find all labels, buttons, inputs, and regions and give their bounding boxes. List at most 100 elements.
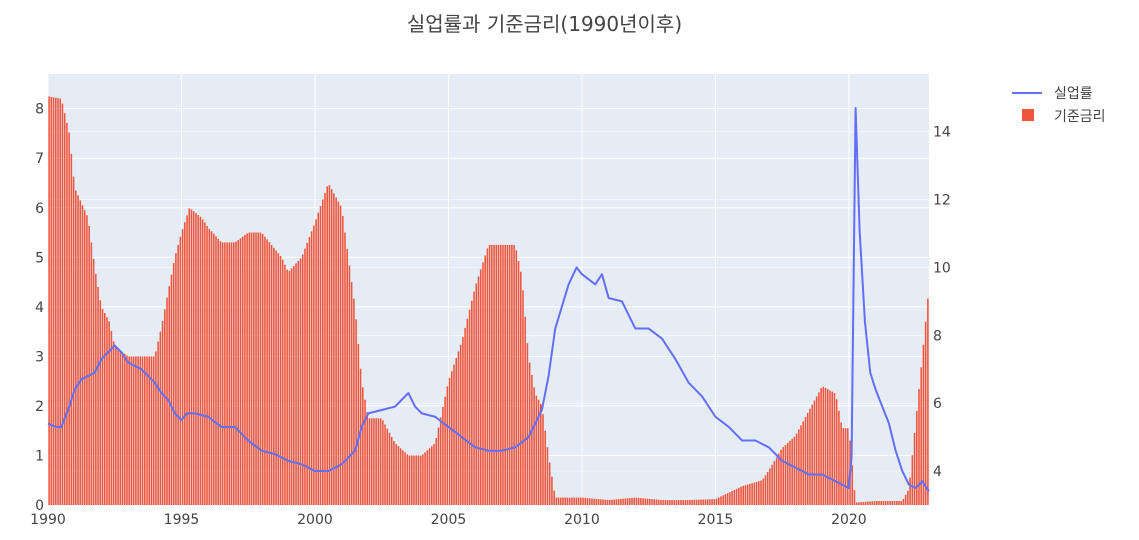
plot-background <box>48 74 929 505</box>
bar-base-rate <box>893 501 896 505</box>
bar-base-rate <box>766 471 769 505</box>
bar-base-rate <box>319 206 322 506</box>
bar-base-rate <box>253 232 255 505</box>
bar-base-rate <box>264 236 266 505</box>
bar-base-rate <box>742 485 745 505</box>
bar-base-rate <box>762 478 765 505</box>
bar-base-rate <box>393 441 395 505</box>
x-tick-label: 2010 <box>564 512 600 528</box>
bar-base-rate <box>330 189 333 505</box>
bar-base-rate <box>829 390 831 505</box>
bar-base-rate <box>61 103 64 505</box>
bar-base-rate <box>359 368 362 505</box>
bar-base-rate <box>390 436 393 505</box>
bar-base-rate <box>548 462 551 505</box>
bar-base-rate <box>408 455 411 505</box>
bar-base-rate <box>237 239 239 505</box>
bar-base-rate <box>653 499 656 505</box>
bar-base-rate <box>831 391 833 505</box>
bar-base-rate <box>526 343 529 505</box>
bar-base-rate <box>364 399 366 505</box>
bar-base-rate <box>729 492 731 505</box>
bar-base-rate <box>753 482 756 505</box>
bar-base-rate <box>344 232 346 505</box>
bar-base-rate <box>800 425 802 505</box>
bar-base-rate <box>159 331 162 505</box>
legend[interactable]: 실업률 기준금리 <box>1012 86 1106 125</box>
bar-base-rate <box>181 229 184 505</box>
bar-base-rate <box>306 242 308 505</box>
bar-base-rate <box>137 356 139 505</box>
bar-base-rate <box>775 457 778 505</box>
bar-base-rate <box>731 491 733 505</box>
bar-base-rate <box>395 444 397 505</box>
bar-base-rate <box>241 236 244 505</box>
bar-base-rate <box>215 236 217 506</box>
bar-base-rate <box>59 98 62 505</box>
bar-base-rate <box>468 309 471 505</box>
bar-base-rate <box>55 97 57 506</box>
bar-base-rate <box>655 499 658 505</box>
bar-base-rate <box>822 386 825 505</box>
bar-base-rate <box>379 418 382 505</box>
bar-base-rate <box>186 215 188 505</box>
bar-base-rate <box>588 498 591 505</box>
bar-base-rate <box>562 497 564 505</box>
bar-base-rate <box>195 213 197 505</box>
bar-base-rate <box>606 499 609 505</box>
bar-base-rate <box>313 225 315 505</box>
bar-base-rate <box>168 286 171 505</box>
bar-base-rate <box>188 208 191 505</box>
y-left-tick-label: 6 <box>35 201 44 217</box>
bar-base-rate <box>702 499 704 505</box>
bar-base-rate <box>475 283 478 505</box>
bar-base-rate <box>773 461 776 505</box>
bar-base-rate <box>99 300 102 505</box>
bar-base-rate <box>542 414 544 505</box>
bar-base-rate <box>310 231 313 506</box>
bar-base-rate <box>691 499 693 505</box>
bar-base-rate <box>132 356 135 505</box>
bar-base-rate <box>497 244 500 505</box>
bar-base-rate <box>922 344 925 505</box>
bar-base-rate <box>617 499 620 505</box>
bar-base-rate <box>150 356 153 505</box>
bar-base-rate <box>170 274 173 505</box>
bar-base-rate <box>315 219 317 505</box>
bar-base-rate <box>555 497 558 505</box>
bar-base-rate <box>920 367 922 505</box>
line-unemployment <box>47 106 930 492</box>
bar-base-rate <box>382 420 384 505</box>
bar-base-rate <box>297 261 300 505</box>
bar-base-rate <box>370 418 373 505</box>
y-right-tick-label: 10 <box>933 260 951 276</box>
bar-base-rate <box>204 222 206 505</box>
bar-base-rate <box>553 490 555 505</box>
bar-base-rate <box>717 497 720 505</box>
bar-base-rate <box>660 499 662 505</box>
bar-base-rate <box>152 356 155 505</box>
bar-base-rate <box>155 351 157 505</box>
bar-base-rate <box>397 446 400 505</box>
bar-base-rate <box>715 498 718 505</box>
bar-base-rate <box>355 319 357 505</box>
bar-base-rate <box>235 241 237 506</box>
bar-base-rate <box>399 448 402 505</box>
bar-base-rate <box>706 499 709 505</box>
bar-base-rate <box>255 232 257 505</box>
bar-base-rate <box>515 250 518 505</box>
bar-base-rate <box>811 404 813 505</box>
bar-base-rate <box>284 264 286 505</box>
bar-layer <box>48 96 929 506</box>
bar-base-rate <box>281 259 284 505</box>
bar-base-rate <box>713 499 716 505</box>
bar-base-rate <box>533 387 535 505</box>
bar-base-rate <box>201 219 204 505</box>
bar-base-rate <box>486 248 489 506</box>
bar-base-rate <box>622 498 624 505</box>
bar-base-rate <box>386 428 389 505</box>
bar-base-rate <box>504 244 506 505</box>
bar-base-rate <box>513 244 515 505</box>
bar-base-rate <box>337 201 340 505</box>
